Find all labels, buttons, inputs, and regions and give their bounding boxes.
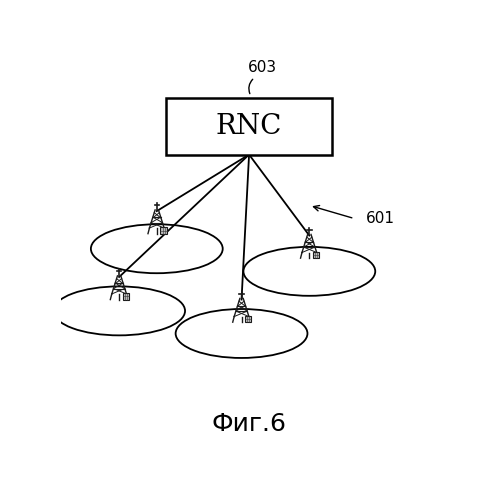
Text: Фиг.6: Фиг.6 [211,412,287,436]
Text: RNC: RNC [216,113,282,140]
Bar [123,294,129,300]
Ellipse shape [243,247,375,296]
Ellipse shape [91,224,223,273]
Bar [160,228,167,234]
Text: 603: 603 [248,60,277,76]
Bar [313,252,319,258]
Bar [166,98,332,154]
Ellipse shape [175,309,308,358]
Text: 601: 601 [366,211,395,226]
Bar [245,316,251,322]
Ellipse shape [53,286,185,336]
